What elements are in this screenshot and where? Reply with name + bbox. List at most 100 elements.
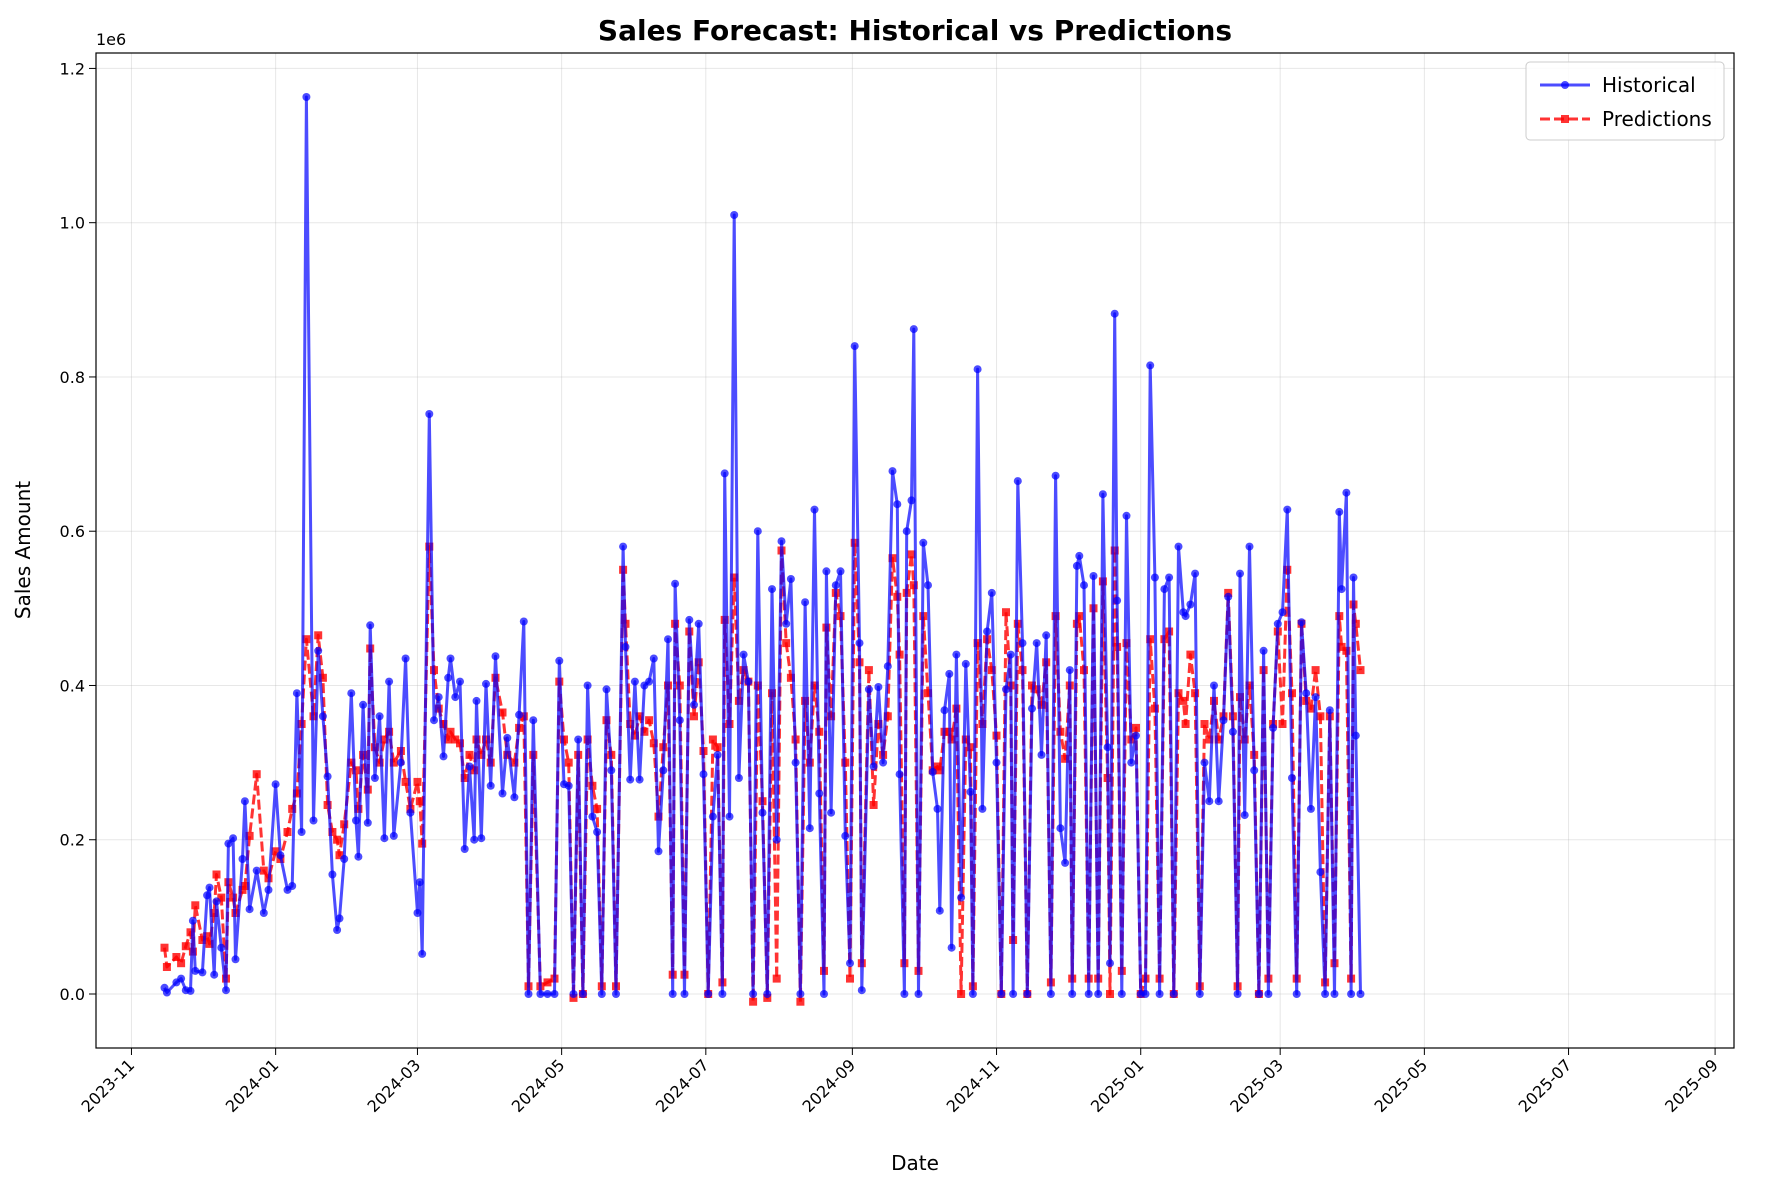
y-tick-label: 0.4 <box>60 676 85 695</box>
historical-point <box>439 752 448 761</box>
historical-point <box>543 990 552 998</box>
historical-point <box>340 855 349 863</box>
historical-point <box>292 689 301 698</box>
historical-point <box>1023 990 1032 998</box>
historical-point <box>222 986 230 995</box>
historical-point <box>529 716 538 725</box>
predictions-point <box>786 673 795 682</box>
historical-point <box>318 712 327 721</box>
historical-point <box>992 758 1001 767</box>
historical-point <box>895 770 904 779</box>
predictions-point <box>957 990 966 998</box>
historical-point <box>1330 990 1339 998</box>
x-axis-label: Date <box>891 1151 939 1175</box>
historical-point <box>1113 596 1122 605</box>
historical-point <box>1297 618 1306 627</box>
predictions-point <box>510 758 519 767</box>
predictions-point <box>359 750 368 759</box>
predictions-point <box>482 735 490 744</box>
historical-point <box>1219 716 1228 725</box>
historical-point <box>519 617 528 626</box>
y-tick-label: 0.6 <box>60 522 85 541</box>
historical-point <box>1132 731 1140 740</box>
historical-point <box>1228 727 1237 736</box>
historical-point <box>380 834 389 843</box>
historical-point <box>1210 681 1218 690</box>
historical-point <box>713 750 722 759</box>
historical-point <box>503 733 512 742</box>
historical-point <box>1117 990 1126 998</box>
predictions-point <box>924 689 932 698</box>
historical-point <box>730 211 739 219</box>
historical-point <box>444 673 453 682</box>
historical-point <box>855 639 864 648</box>
historical-point <box>252 866 261 875</box>
historical-point <box>328 870 337 879</box>
historical-point <box>1181 612 1190 621</box>
historical-point <box>900 990 909 998</box>
historical-point <box>602 685 611 694</box>
y-tick-label: 0.0 <box>60 985 85 1004</box>
historical-point <box>827 808 836 817</box>
historical-point <box>791 758 800 767</box>
historical-point <box>276 851 285 860</box>
historical-point <box>555 656 564 665</box>
historical-point <box>1264 990 1273 998</box>
historical-point <box>1051 471 1060 480</box>
historical-point <box>1283 505 1292 514</box>
historical-point <box>649 654 658 663</box>
predictions-point <box>1278 720 1287 728</box>
predictions-point <box>782 639 791 648</box>
historical-point <box>363 818 372 827</box>
historical-point <box>1002 685 1010 694</box>
historical-point <box>1098 490 1107 499</box>
predictions-point <box>401 777 410 786</box>
historical-point <box>335 914 344 923</box>
historical-point <box>203 891 212 900</box>
predictions-point <box>753 681 762 690</box>
predictions-point <box>1075 612 1084 621</box>
historical-point <box>968 990 977 998</box>
historical-series <box>160 93 1365 998</box>
predictions-point <box>1061 754 1070 763</box>
predictions-point <box>772 974 781 983</box>
historical-point <box>470 835 479 844</box>
historical-point <box>607 766 616 775</box>
predictions-point <box>874 720 883 728</box>
historical-point <box>1122 511 1131 520</box>
historical-point <box>210 970 219 979</box>
historical-point <box>1292 990 1301 998</box>
historical-point <box>987 588 996 597</box>
historical-point <box>415 878 424 887</box>
historical-point <box>389 831 398 840</box>
historical-point <box>430 716 438 725</box>
predictions-point <box>869 801 878 809</box>
historical-point <box>720 469 729 478</box>
predictions-point <box>160 943 169 952</box>
historical-point <box>978 804 987 813</box>
historical-point <box>1103 743 1112 752</box>
historical-point <box>725 812 734 821</box>
predictions-point <box>560 735 568 744</box>
predictions-point <box>1181 720 1190 728</box>
historical-point <box>822 567 831 576</box>
historical-point <box>645 677 654 686</box>
predictions-point <box>177 959 186 968</box>
historical-point <box>309 816 318 825</box>
historical-point <box>1013 477 1022 486</box>
historical-point <box>749 990 758 998</box>
historical-point <box>1165 573 1174 582</box>
predictions-point <box>335 851 344 860</box>
historical-point <box>536 990 545 998</box>
predictions-point <box>543 978 552 987</box>
historical-point <box>654 847 663 856</box>
historical-point <box>718 990 727 998</box>
historical-point <box>1200 758 1209 767</box>
historical-point <box>997 990 1006 998</box>
historical-point <box>477 834 486 843</box>
historical-point <box>297 828 306 836</box>
y-axis-ticks: 0.0 0.2 0.4 0.6 0.8 1.0 1.2 <box>60 59 96 1004</box>
predictions-point <box>864 666 873 675</box>
historical-point <box>1169 990 1178 998</box>
historical-point <box>217 943 226 952</box>
